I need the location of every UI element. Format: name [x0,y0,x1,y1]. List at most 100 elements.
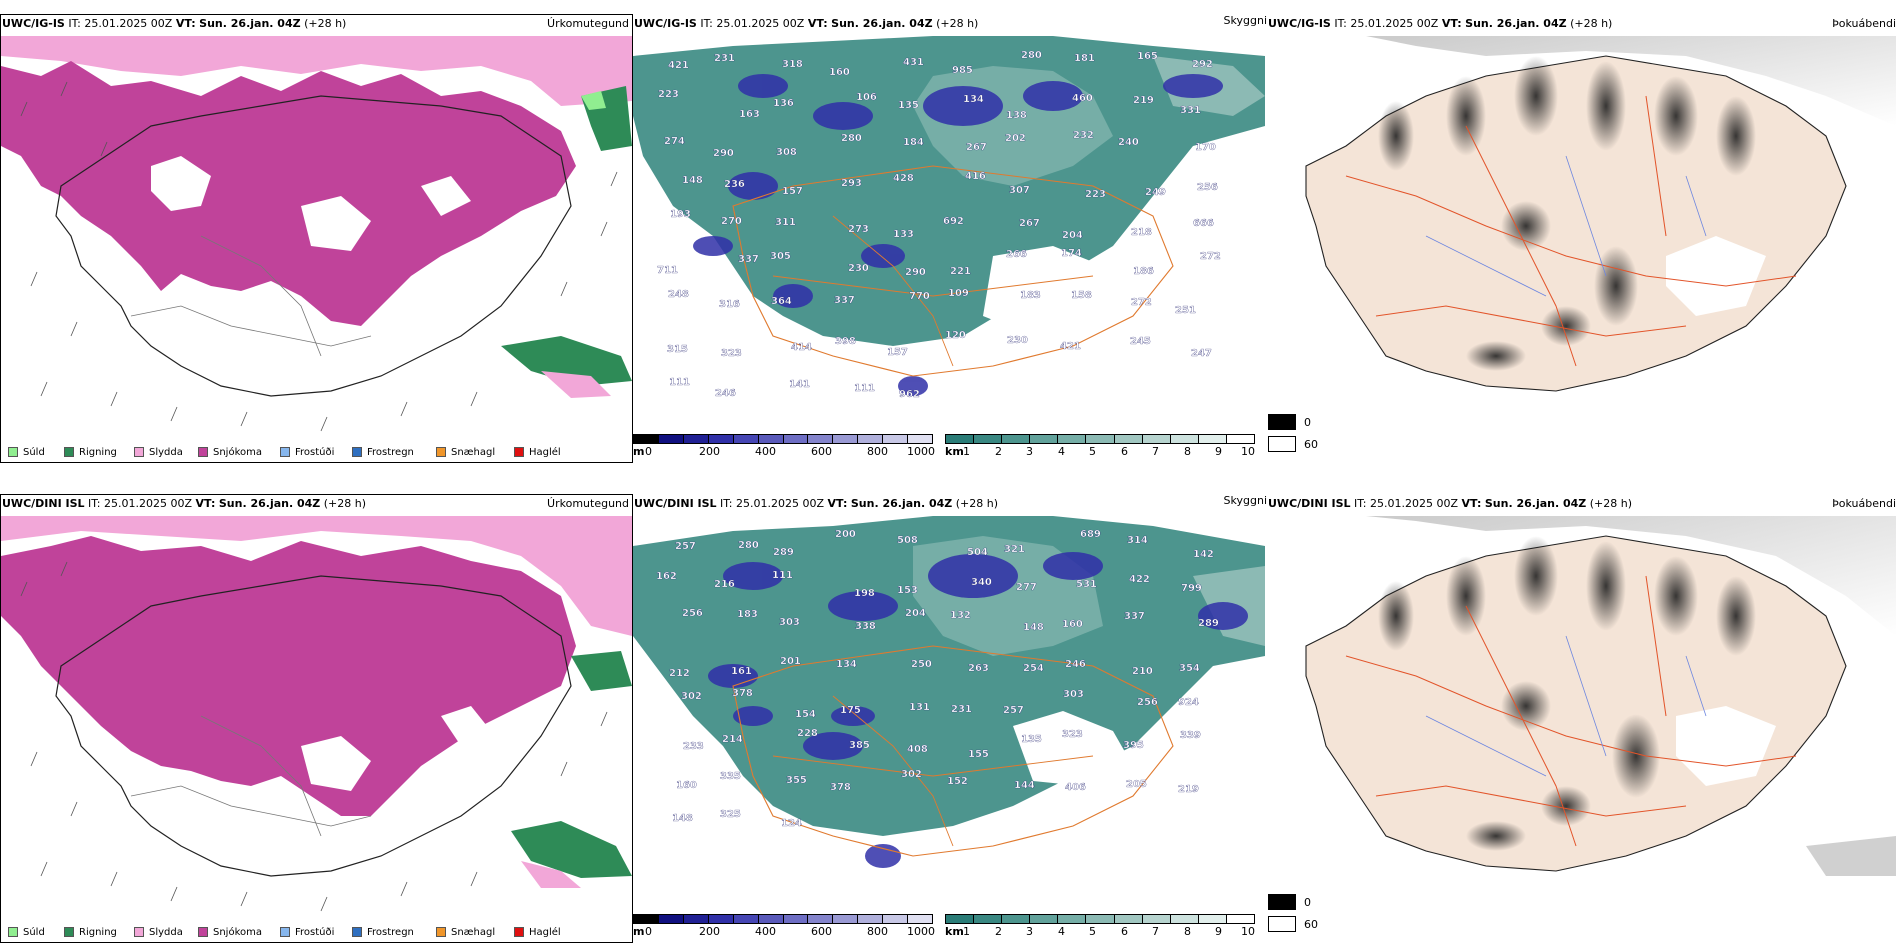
ceiling-label: 250 [911,659,932,670]
ceiling-label: 246 [715,388,736,399]
colorbar-segment [1030,435,1059,443]
ceiling-label: 134 [836,659,857,670]
ceiling-label: 280 [1021,50,1042,61]
precip-legend: Súld Rigning Slydda Snjókoma Frostúði Fr… [8,446,628,460]
ceiling-label: 428 [893,173,914,184]
legend-item: Frostúði [280,926,334,938]
panel-title: Skyggni [1223,494,1267,507]
legend-swatch [436,447,446,457]
ceiling-label: 175 [840,705,861,716]
colorbar-segment [858,915,884,923]
ceiling-label: 408 [907,744,928,755]
ceiling-tick: 1000 [907,925,935,938]
ceiling-label: 109 [948,288,969,299]
panel-header: UWC/IG-IS IT: 25.01.2025 00Z VT: Sun. 26… [1268,17,1613,30]
ceiling-label: 254 [1023,663,1044,674]
ceiling-label: 111 [669,377,690,388]
ceiling-label: 132 [950,610,971,621]
ceiling-tick: 200 [699,925,720,938]
ceiling-label: 272 [1200,251,1221,262]
ceiling-label: 422 [1129,574,1150,585]
colorbar-segment [783,915,809,923]
ceiling-colorbar [633,434,933,444]
ceiling-tick: 600 [811,925,832,938]
ceiling-label: 181 [1074,53,1095,64]
ceiling-label: 508 [897,535,918,546]
visibility-tick: 10 [1241,445,1255,458]
ceiling-label: 256 [1137,697,1158,708]
ceiling-label: 111 [772,570,793,581]
precip-map [1,516,632,924]
legend-item: Slydda [134,926,183,938]
visibility-tick: 5 [1089,445,1096,458]
ceiling-tick: 0 [645,445,652,458]
ceiling-label: 504 [967,547,988,558]
legend-item: Slydda [134,446,183,458]
ceiling-label: 136 [773,98,794,109]
ceiling-label: 230 [848,263,869,274]
ceiling-label: 323 [1062,729,1083,740]
ceiling-label: 135 [898,100,919,111]
legend-item: Frostúði [280,446,334,458]
ceiling-label: 170 [1195,142,1216,153]
fog-legend-item: 60 [1268,916,1318,932]
fog-panel-row2: UWC/DINI ISL IT: 25.01.2025 00Z VT: Sun.… [1266,494,1900,944]
colorbar-segment [634,915,659,923]
visibility-colorbar [945,434,1255,444]
ceiling-label: 266 [1006,249,1027,260]
ceiling-label: 290 [905,267,926,278]
colorbar-segment [1002,915,1031,923]
ceiling-label: 131 [909,702,930,713]
visibility-map: 257 280 289 200 508 504 321 689 314 142 162 216 111 1… [633,516,1265,901]
ceiling-label: 289 [773,547,794,558]
ceiling-label: 256 [682,608,703,619]
ceiling-label: 272 [1131,297,1152,308]
colorbar-segment [1086,435,1115,443]
colorbar-segment [908,435,933,443]
fog-swatch [1268,436,1296,452]
ceiling-label: 267 [1019,218,1040,229]
ceiling-label: 184 [903,137,924,148]
ceiling-label: 135 [1021,734,1042,745]
ceiling-label: 321 [1004,544,1025,555]
legend-item: Rigning [64,446,117,458]
legend-item: Snæhagl [436,926,495,938]
ceiling-label: 231 [714,53,735,64]
colorbar-segment [733,435,759,443]
ceiling-label: 257 [675,541,696,552]
legend-item: Rigning [64,926,117,938]
ceiling-label: 148 [1023,622,1044,633]
ceiling-label: 308 [776,147,797,158]
ceiling-label: 219 [1133,95,1154,106]
ceiling-label: 162 [656,571,677,582]
colorbar-segment [946,435,975,443]
colorbar-segment [658,915,684,923]
ceiling-label: 248 [668,289,689,300]
ceiling-label: 148 [672,813,693,824]
ceiling-label: 364 [771,296,792,307]
ceiling-tick: 600 [811,445,832,458]
ceiling-label: 142 [1193,549,1214,560]
precip-type-panel-row2: UWC/DINI ISL IT: 25.01.2025 00Z VT: Sun.… [0,494,635,944]
colorbar-segment [833,915,859,923]
colorbar-segment [1142,915,1171,923]
visibility-tick: 1 [963,925,970,938]
legend-swatch [8,447,18,457]
legend-swatch [436,927,446,937]
legend-swatch [134,447,144,457]
ceiling-label: 378 [732,688,753,699]
ceiling-label: 212 [669,668,690,679]
visibility-tick: 6 [1121,445,1128,458]
legend-item: Súld [8,446,45,458]
panel-title: Þokuábendi [1832,17,1896,30]
ceiling-label: 962 [899,389,920,400]
panel-title: Úrkomutegund [547,497,629,510]
ceiling-label: 183 [737,609,758,620]
ceiling-label: 157 [782,186,803,197]
ceiling-label: 289 [1198,618,1219,629]
legend-swatch [514,927,524,937]
legend-swatch [8,927,18,937]
ceiling-unit: m [633,445,645,458]
ceiling-label: 985 [952,65,973,76]
visibility-tick: 8 [1184,445,1191,458]
